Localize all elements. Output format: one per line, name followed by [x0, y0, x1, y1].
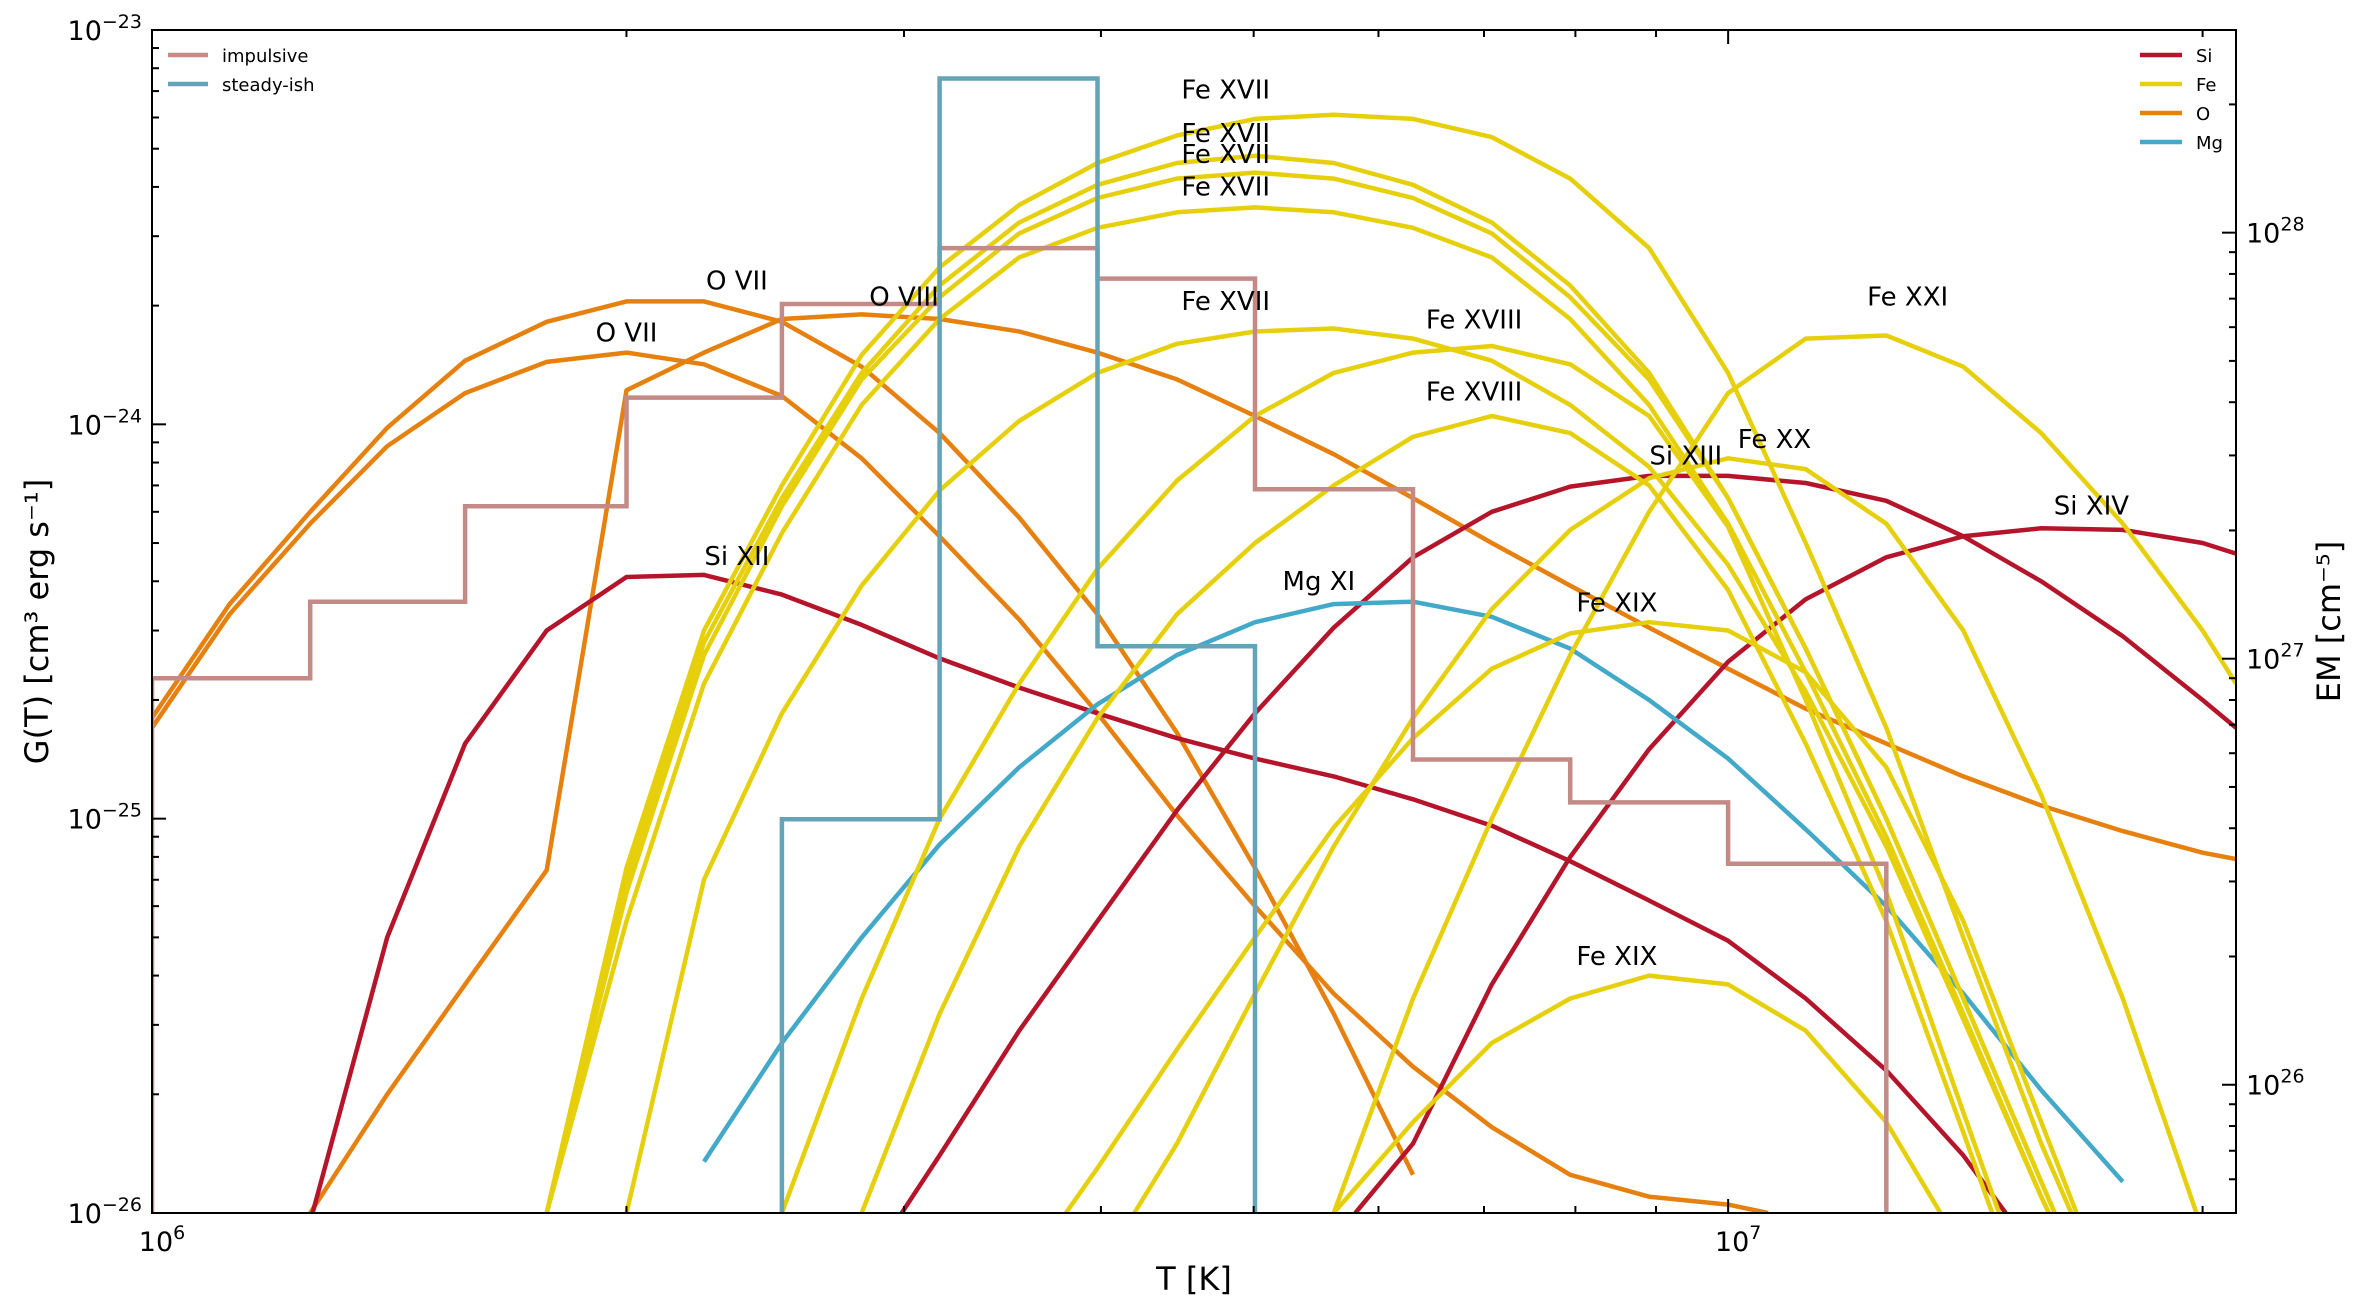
ion-label: Fe XVII — [1181, 76, 1270, 106]
series-line-fe-13 — [859, 413, 1995, 1213]
ion-label: Fe XIX — [1576, 589, 1657, 619]
plot-frame — [151, 29, 2237, 1214]
series-line-o-2 — [308, 312, 2236, 1213]
legend-em: impulsive steady-ish — [168, 46, 315, 96]
y-tick-label: 10−24 — [68, 405, 142, 441]
ion-label: Fe XVIII — [1426, 306, 1522, 336]
series-line-si-5 — [1353, 526, 2236, 1213]
ion-label: Fe XXI — [1867, 283, 1948, 313]
series-line-fe-9 — [544, 170, 2058, 1213]
legend-label: Fe — [2196, 75, 2216, 96]
legend-elements: Si Fe O Mg — [2140, 46, 2223, 154]
em-distributions — [152, 76, 1889, 1213]
y-tick-label: 10−25 — [68, 800, 142, 836]
series-line-fe-7 — [544, 112, 2074, 1213]
ion-label: Si XII — [704, 542, 769, 572]
series-line-fe-16 — [1132, 456, 2199, 1213]
series-line-si-4 — [899, 473, 2236, 1213]
ion-label: Fe XVIII — [1426, 377, 1522, 407]
legend-label: Mg — [2196, 133, 2223, 154]
series-line-fe-15 — [1332, 973, 1944, 1213]
series-line-fe-10 — [544, 205, 2052, 1213]
ion-label: Fe XVII — [1181, 119, 1270, 149]
ion-label: Fe XVII — [1181, 287, 1270, 317]
ion-label: Fe XIX — [1576, 942, 1657, 972]
legend-label: Si — [2196, 46, 2212, 67]
ion-label: O VII — [706, 266, 768, 296]
y2-tick-label: 1028 — [2246, 214, 2305, 250]
legend-label: O — [2196, 104, 2210, 125]
series-line-fe-14 — [1063, 619, 2080, 1213]
series-line-fe-17 — [1331, 333, 2236, 1213]
y-axis-label: G(T) [cm³ erg s⁻¹] — [18, 479, 56, 764]
y2-axis-label: EM [cm⁻⁵] — [2310, 541, 2348, 702]
em-step-steady-ish — [779, 76, 1258, 1213]
y2-tick-label: 1026 — [2246, 1066, 2305, 1102]
series-lines — [152, 112, 2236, 1213]
series-line-fe-11 — [624, 326, 2052, 1213]
y-tick-label: 10−23 — [68, 11, 142, 47]
ion-label: Fe XX — [1738, 425, 1811, 455]
em-step-impulsive — [152, 245, 1889, 1213]
series-line-o-1 — [152, 350, 1769, 1213]
legend-label: steady-ish — [222, 75, 315, 96]
legend-label: impulsive — [222, 46, 308, 67]
ion-label: Fe XVII — [1181, 173, 1270, 203]
ion-label: Mg XI — [1283, 567, 1356, 597]
ion-label: Fe XVII — [1181, 140, 1270, 170]
y-tick-label: 10−26 — [68, 1194, 142, 1230]
x-tick-label: 106 — [139, 1222, 185, 1258]
series-line-si-3 — [310, 572, 2008, 1213]
x-tick-label: 107 — [1715, 1222, 1761, 1258]
x-axis-label: T [K] — [1155, 1260, 1232, 1298]
ion-label: O VII — [596, 319, 658, 349]
axis-ticks: 106 107 10−26 10−25 10−24 10−23 1026 1027 1028 — [68, 11, 2305, 1258]
ion-label: O VIII — [869, 283, 939, 313]
ion-label: Si XIV — [2054, 492, 2129, 522]
series-line-fe-12 — [779, 343, 2002, 1213]
y2-tick-label: 1027 — [2246, 640, 2305, 676]
ion-label: Si XIII — [1649, 442, 1722, 472]
